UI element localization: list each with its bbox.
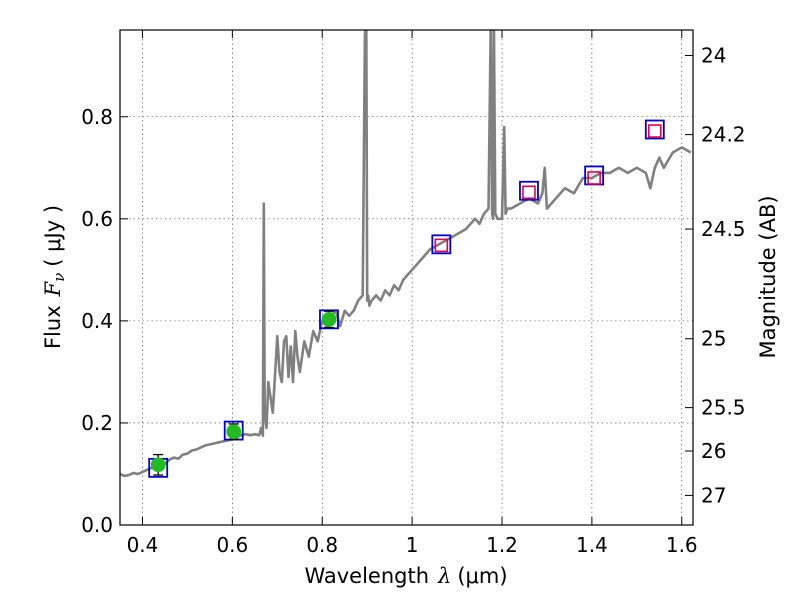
x-tick-label-1: 0.6 <box>216 533 248 557</box>
spectrum-layer <box>120 30 692 478</box>
model-photometry-box-2 <box>319 309 339 330</box>
x-axis-label-unit: (μm) <box>457 564 507 588</box>
x-tick-label-2: 0.8 <box>306 533 338 557</box>
y2-axis-label: Magnitude (AB) <box>756 195 780 358</box>
grid-lines <box>120 30 693 526</box>
y-axis-label-symbol: F <box>41 280 65 297</box>
x-tick-label-6: 1.6 <box>666 533 698 557</box>
model-photometry-box-6 <box>644 119 665 140</box>
y2-tick-label-6: 27 <box>701 483 726 507</box>
x-tick-label-0: 0.4 <box>127 533 159 557</box>
y2-tick-label-5: 26 <box>701 439 726 463</box>
upper-limit-marker-1 <box>522 185 536 200</box>
x-axis-label: Wavelength λ (μm) <box>304 564 507 588</box>
upper-limit-marker-0 <box>434 238 449 253</box>
y2-tick-label-2: 24.5 <box>701 217 746 241</box>
axis-ticks: 0.4 0.6 0.8 1 1.2 1.4 1.6 0.0 0.2 0.4 0.6 0.8 24 24.2… <box>81 30 746 557</box>
detection-point-0 <box>150 457 166 473</box>
detection-point-2 <box>321 311 337 327</box>
photometry-layer <box>148 119 665 478</box>
y-tick-label-3: 0.6 <box>81 207 113 231</box>
x-tick-label-3: 1 <box>406 533 419 557</box>
y2-tick-label-3: 25 <box>701 327 726 351</box>
upper-limit-marker-3 <box>647 124 662 138</box>
y-axis-label: Flux Fν ( μJy ) <box>41 205 68 349</box>
y-tick-label-1: 0.2 <box>81 411 113 435</box>
x-tick-label-4: 1.2 <box>486 533 518 557</box>
detection-point-1 <box>226 424 242 440</box>
model-photometry-box-3 <box>431 234 452 255</box>
y-axis-label-prefix: Flux <box>41 305 65 349</box>
y-axis-label-subscript: ν <box>50 273 68 282</box>
y-tick-label-2: 0.4 <box>81 309 113 333</box>
y2-tick-label-1: 24.2 <box>701 123 746 147</box>
upper-limit-marker-2 <box>587 171 601 185</box>
x-axis-label-prefix: Wavelength <box>304 564 429 588</box>
y2-tick-label-0: 24 <box>701 44 726 68</box>
x-tick-label-5: 1.4 <box>576 533 608 557</box>
y-axis-label-unit: ( μJy ) <box>41 205 65 267</box>
x-axis-label-symbol: λ <box>437 564 451 588</box>
y-tick-label-0: 0.0 <box>81 513 113 537</box>
spectrum-line <box>120 30 692 478</box>
y2-tick-label-4: 25.5 <box>701 396 746 420</box>
y-tick-label-4: 0.8 <box>81 105 113 129</box>
model-photometry-box-4 <box>519 180 539 201</box>
plot-frame <box>119 29 694 526</box>
